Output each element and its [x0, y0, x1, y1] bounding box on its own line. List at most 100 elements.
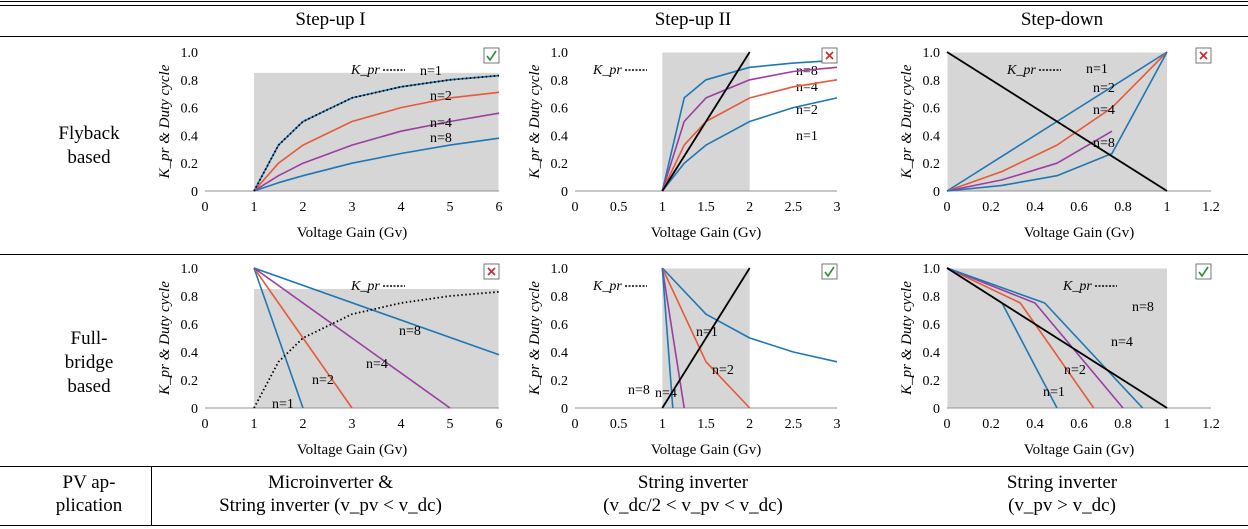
cross-icon [1199, 51, 1208, 60]
x-axis-label: Voltage Gain (Gv) [297, 442, 408, 458]
shaded-region [254, 72, 499, 191]
series-line-n4 [253, 112, 500, 192]
kpr-series-line [946, 51, 1168, 192]
series-label: n=1 [420, 64, 442, 79]
y-axis-label: K_pr & Duty cycle [527, 64, 543, 179]
series-line-n2 [661, 79, 838, 192]
y-axis-label: K_pr & Duty cycle [899, 64, 915, 179]
y-tick-label: 0.6 [923, 102, 941, 117]
x-tick-label: 4 [398, 200, 405, 215]
y-tick-label: 0.4 [181, 346, 199, 361]
y-axis-label: K_pr & Duty cycle [157, 64, 173, 179]
kpr-series-line [253, 74, 500, 192]
kpr-legend-label: K_pr [592, 279, 622, 294]
row-rule [0, 254, 1248, 255]
y-axis-label: K_pr & Duty cycle [899, 281, 915, 396]
kpr-legend-label: K_pr [350, 279, 380, 294]
y-tick-label: 1.0 [181, 262, 199, 277]
y-tick-label: 0.6 [181, 102, 199, 117]
row-label-line: bridge [64, 352, 114, 373]
footer-label-line: PV ap- [62, 472, 116, 493]
y-tick-label: 0.4 [551, 346, 569, 361]
y-tick-label: 0.2 [551, 157, 569, 172]
footer-label: PV ap- plication [30, 471, 148, 517]
series-label: n=4 [796, 80, 818, 95]
x-tick-label: 0 [944, 417, 951, 432]
x-tick-label: 1 [659, 200, 666, 215]
series-line-n1 [661, 267, 838, 363]
x-tick-label: 0 [202, 200, 209, 215]
application-line: Microinverter & [267, 472, 394, 493]
application-line: String inverter (v_pv < v_dc) [219, 495, 442, 516]
cross-icon [825, 51, 834, 60]
x-tick-label: 2.5 [785, 200, 803, 215]
x-tick-label: 0.4 [1026, 200, 1044, 215]
series-line-n1 [661, 97, 838, 192]
x-tick-label: 3 [349, 200, 356, 215]
x-tick-label: 0.5 [610, 417, 628, 432]
y-tick-label: 1.0 [551, 262, 569, 277]
y-tick-label: 0.2 [923, 374, 941, 389]
y-tick-label: 1.0 [923, 262, 941, 277]
x-tick-label: 0.6 [1070, 200, 1088, 215]
y-tick-label: 0.8 [923, 74, 941, 89]
kpr-series-line [661, 51, 751, 192]
column-header-stepup2: Step-up II [654, 9, 732, 30]
y-tick-label: 0 [933, 402, 940, 417]
label-column-rule [151, 466, 152, 526]
application-stepdown: String inverter (v_pv > v_dc) [876, 471, 1248, 517]
kpr-legend-label: K_pr [592, 63, 622, 78]
x-tick-label: 2 [300, 200, 307, 215]
y-tick-label: 0.4 [923, 129, 941, 144]
x-tick-label: 1.5 [697, 200, 715, 215]
series-line-n8 [946, 51, 1168, 192]
row-label-line: based [67, 376, 111, 397]
row-label-flyback: Flyback based [30, 122, 148, 170]
y-tick-label: 0.2 [551, 374, 569, 389]
check-icon [486, 50, 497, 62]
series-line-n8 [253, 267, 500, 356]
top-rule-1 [0, 1, 1248, 2]
y-tick-label: 0.6 [551, 318, 569, 333]
series-label: n=1 [796, 129, 818, 144]
series-line-n8 [661, 267, 674, 409]
series-label: n=8 [628, 383, 650, 398]
series-label: n=1 [1086, 62, 1108, 77]
x-tick-label: 1 [659, 417, 666, 432]
row-label-line: Flyback [58, 123, 120, 144]
series-label: n=8 [796, 64, 818, 79]
x-tick-label: 0 [572, 417, 579, 432]
x-tick-label: 3 [349, 417, 356, 432]
y-tick-label: 0.4 [923, 346, 941, 361]
x-tick-label: 6 [496, 417, 503, 432]
y-axis-label: K_pr & Duty cycle [157, 281, 173, 396]
y-tick-label: 0 [561, 185, 568, 200]
x-tick-label: 0.4 [1026, 417, 1044, 432]
series-label: n=8 [430, 131, 452, 146]
x-tick-label: 3 [834, 417, 841, 432]
x-tick-label: 5 [447, 417, 454, 432]
x-tick-label: 0.8 [1114, 200, 1132, 215]
y-tick-label: 0.8 [181, 290, 199, 305]
series-label: n=2 [712, 363, 734, 378]
y-tick-label: 0.8 [551, 74, 569, 89]
x-tick-label: 0.2 [982, 200, 1000, 215]
series-line-n8 [661, 59, 838, 192]
series-label: n=4 [1093, 103, 1115, 118]
x-tick-label: 0 [202, 417, 209, 432]
x-tick-label: 1 [1164, 200, 1171, 215]
series-line-n2 [661, 267, 751, 409]
row-label-fullbridge: Full- bridge based [30, 327, 148, 399]
series-label: n=2 [312, 373, 334, 388]
x-tick-label: 0.2 [982, 417, 1000, 432]
y-tick-label: 0.4 [181, 129, 199, 144]
bottom-rule [0, 525, 1248, 526]
y-tick-label: 0.6 [181, 318, 199, 333]
series-line-n2 [946, 51, 1168, 192]
series-label: n=2 [1064, 363, 1086, 378]
series-label: n=8 [1132, 300, 1154, 315]
application-stepup1: Microinverter & String inverter (v_pv < … [152, 471, 509, 517]
series-line-n2 [253, 91, 500, 192]
column-header-stepup1: Step-up I [295, 9, 366, 30]
